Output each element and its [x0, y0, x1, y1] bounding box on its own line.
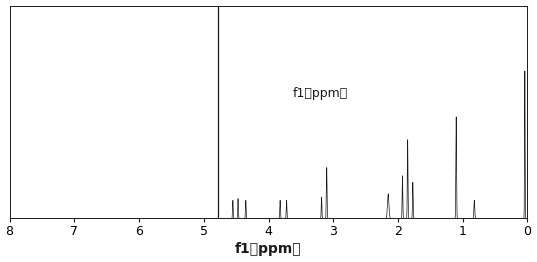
X-axis label: f1（ppm）: f1（ppm）	[235, 242, 302, 256]
Text: f1（ppm）: f1（ppm）	[293, 88, 349, 100]
